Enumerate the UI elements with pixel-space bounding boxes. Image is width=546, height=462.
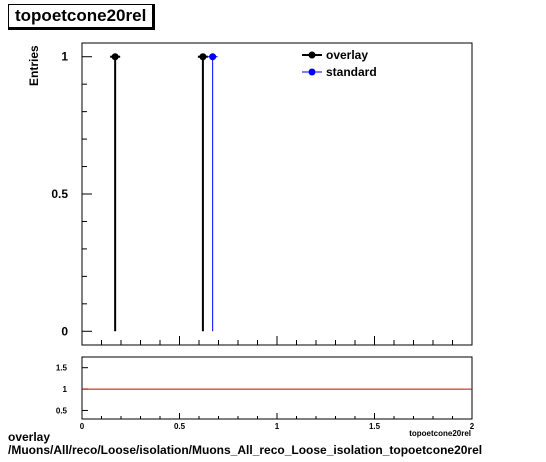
y-tick-label: 0	[61, 324, 68, 338]
y-tick-label: 0.5	[51, 187, 68, 201]
x-axis-label: topoetcone20rel	[409, 429, 471, 438]
ratio-plot-frame	[81, 356, 473, 420]
footer-caption: overlay /Muons/All/reco/Loose/isolation/…	[8, 431, 482, 457]
legend-overlay-marker	[308, 51, 316, 59]
main-series-layer	[110, 53, 218, 332]
legend-overlay-label: overlay	[326, 48, 368, 62]
footer-line-2: /Muons/All/reco/Loose/isolation/Muons_Al…	[8, 443, 483, 457]
main-plot-frame	[81, 42, 473, 346]
ratio-x-tick-label: 0.5	[174, 422, 186, 431]
data-point-overlay	[199, 53, 207, 61]
ratio-x-tick-label: 1.5	[369, 422, 381, 431]
legend: overlay standard	[302, 48, 377, 79]
chart-title: topoetcone20rel	[8, 4, 156, 30]
y-axis-label: Entries	[27, 45, 41, 86]
y-tick-label: 1	[61, 50, 68, 64]
main-y-axis: 00.51	[51, 50, 473, 345]
ratio-x-tick-label: 0	[80, 422, 85, 431]
footer-line-1: overlay	[8, 430, 51, 444]
data-point-overlay	[111, 53, 119, 61]
ratio-y-tick-label: 1.5	[56, 364, 68, 373]
legend-standard-label: standard	[326, 65, 377, 79]
ratio-y-tick-label: 1	[63, 385, 68, 394]
ratio-x-tick-label: 2	[470, 422, 475, 431]
data-point-standard	[209, 53, 217, 61]
ratio-x-tick-label: 1	[275, 422, 280, 431]
legend-standard-marker	[308, 68, 316, 76]
ratio-y-tick-label: 0.5	[56, 406, 68, 415]
ratio-axes: 0 0.5 1 1.5 2 0.5 1 1.5	[56, 364, 475, 431]
